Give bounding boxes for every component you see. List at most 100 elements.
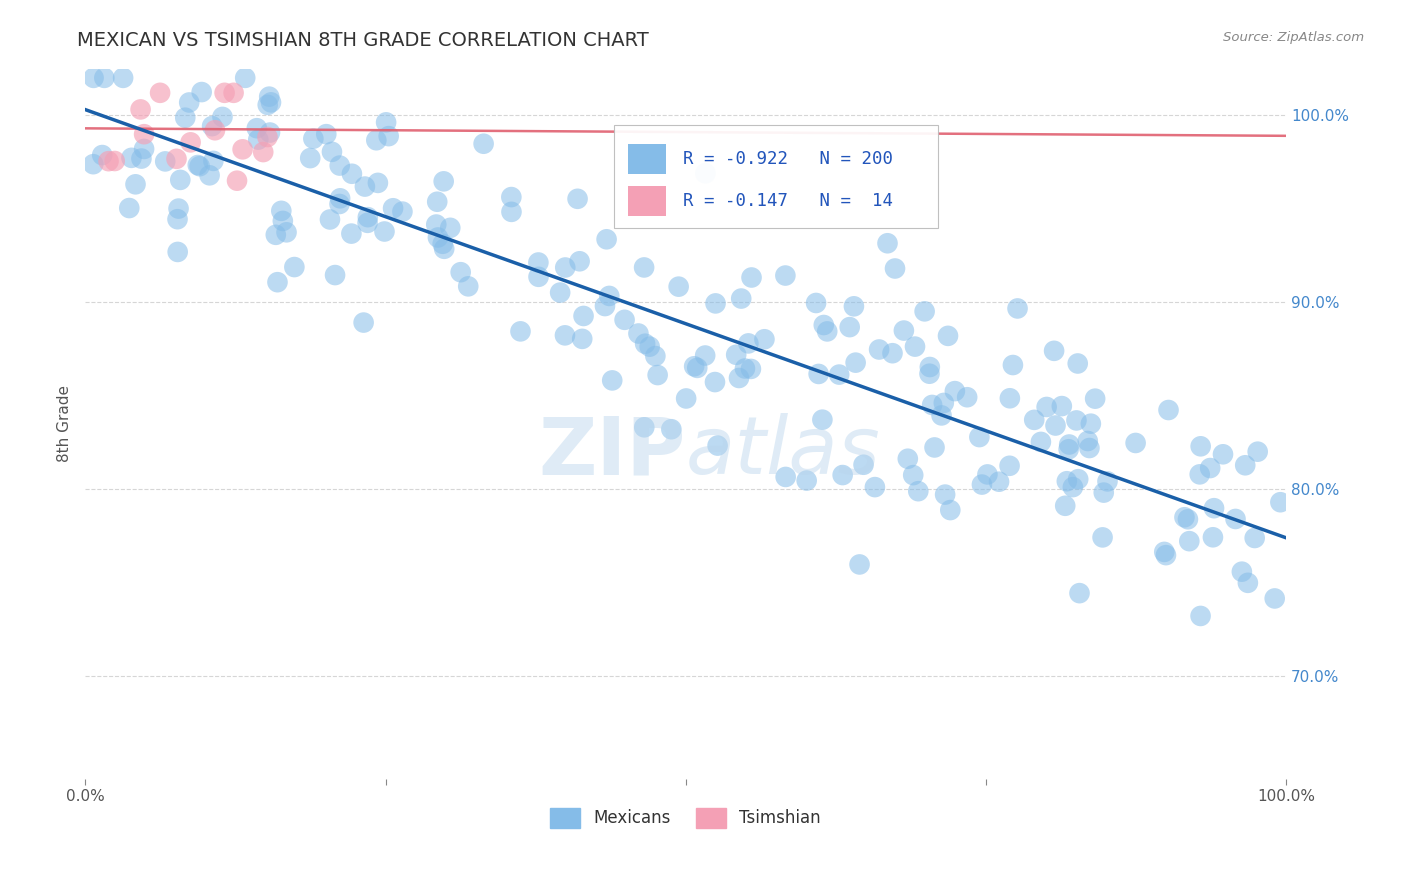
Point (668, 279, 690, 293)
Point (897, 451, 920, 466)
Point (174, 111, 197, 125)
Point (1091, 530, 1114, 544)
Point (1057, 442, 1080, 457)
Point (439, 220, 461, 235)
Point (704, 375, 727, 389)
Point (882, 346, 904, 360)
Point (868, 343, 890, 357)
Point (644, 349, 666, 363)
Point (266, 275, 288, 289)
Point (166, 212, 188, 227)
Point (433, 242, 456, 256)
Point (811, 412, 834, 426)
Point (1056, 474, 1078, 488)
Point (433, 174, 456, 188)
Point (129, 103, 152, 117)
Point (1045, 418, 1067, 433)
Point (1057, 437, 1080, 451)
Point (918, 359, 941, 374)
Point (472, 136, 495, 151)
Point (457, 279, 479, 293)
Point (838, 320, 860, 334)
Point (1202, 501, 1225, 516)
Point (734, 361, 756, 376)
Point (276, 225, 298, 239)
Point (299, 151, 322, 165)
Point (155, 154, 177, 169)
Point (1067, 472, 1090, 486)
Point (931, 409, 953, 423)
Point (509, 324, 531, 338)
Point (180, 136, 202, 150)
Point (1078, 441, 1101, 455)
Point (1077, 434, 1099, 448)
Point (815, 325, 838, 339)
Point (1029, 434, 1052, 449)
Point (1080, 417, 1102, 431)
Point (131, 152, 153, 166)
Point (904, 340, 927, 354)
Point (932, 396, 955, 410)
Point (132, 142, 155, 156)
Text: R = -0.922   N = 200: R = -0.922 N = 200 (683, 150, 893, 168)
Point (842, 299, 865, 313)
Point (329, 191, 352, 205)
Point (988, 475, 1011, 489)
Point (373, 225, 395, 239)
Point (214, 86, 236, 100)
Point (567, 192, 589, 206)
Point (863, 480, 886, 494)
Point (340, 227, 363, 241)
Point (321, 145, 343, 159)
Point (353, 316, 375, 330)
Point (893, 324, 915, 338)
Point (598, 289, 620, 303)
Point (568, 254, 591, 268)
Text: MEXICAN VS TSIMSHIAN 8TH GRADE CORRELATION CHART: MEXICAN VS TSIMSHIAN 8TH GRADE CORRELATI… (77, 31, 650, 50)
Point (1007, 301, 1029, 316)
Point (367, 176, 389, 190)
Point (998, 458, 1021, 473)
Point (204, 123, 226, 137)
Point (104, 153, 127, 168)
Point (572, 309, 595, 323)
Point (264, 227, 287, 242)
Point (425, 218, 447, 232)
Point (315, 127, 337, 141)
Point (647, 368, 669, 382)
Point (1153, 545, 1175, 559)
Point (169, 173, 191, 187)
Point (741, 270, 763, 285)
Point (382, 201, 405, 215)
Point (976, 467, 998, 482)
Point (112, 70, 135, 85)
Point (775, 470, 797, 484)
Text: atlas: atlas (686, 413, 880, 491)
Point (1225, 512, 1247, 526)
Point (939, 503, 962, 517)
Point (737, 336, 759, 351)
Point (166, 152, 188, 166)
Point (845, 356, 868, 370)
Point (1067, 356, 1090, 370)
Point (527, 269, 550, 284)
Point (921, 398, 943, 412)
Point (683, 359, 706, 374)
Point (391, 204, 413, 219)
Point (1066, 413, 1088, 427)
Point (118, 201, 141, 215)
Point (232, 142, 254, 156)
Point (366, 133, 388, 147)
FancyBboxPatch shape (628, 144, 666, 174)
Point (260, 95, 283, 110)
Point (357, 210, 380, 224)
Point (256, 98, 278, 112)
Point (571, 332, 593, 346)
Point (302, 131, 325, 145)
Point (1243, 531, 1265, 545)
Point (270, 203, 292, 218)
Point (246, 121, 269, 136)
Point (633, 420, 655, 434)
Point (956, 390, 979, 404)
Point (211, 110, 233, 124)
